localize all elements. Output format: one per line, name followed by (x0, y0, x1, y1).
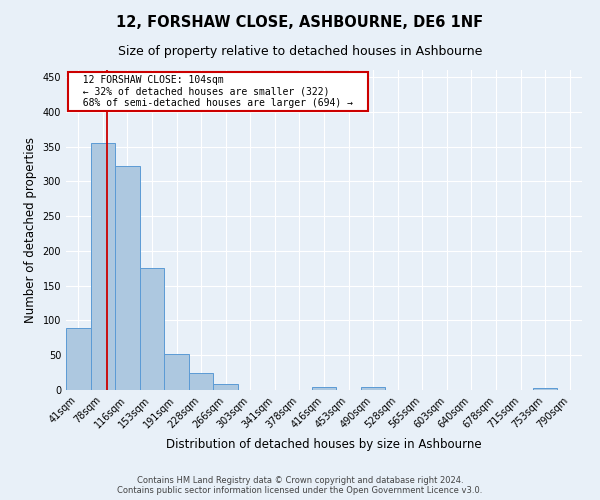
X-axis label: Distribution of detached houses by size in Ashbourne: Distribution of detached houses by size … (166, 438, 482, 451)
Bar (140, 268, 164, 390)
Bar (115, 166, 140, 390)
Text: 12 FORSHAW CLOSE: 104sqm  
  ← 32% of detached houses are smaller (322)  
  68% : 12 FORSHAW CLOSE: 104sqm ← 32% of detach… (71, 75, 365, 108)
Text: 12, FORSHAW CLOSE, ASHBOURNE, DE6 1NF: 12, FORSHAW CLOSE, ASHBOURNE, DE6 1NF (116, 15, 484, 30)
Bar (361, 386, 385, 390)
Bar (312, 387, 336, 390)
Text: Size of property relative to detached houses in Ashbourne: Size of property relative to detached ho… (118, 45, 482, 58)
Bar (164, 354, 189, 390)
Y-axis label: Number of detached properties: Number of detached properties (24, 137, 37, 323)
Text: Contains HM Land Registry data © Crown copyright and database right 2024.
Contai: Contains HM Land Registry data © Crown c… (118, 476, 482, 495)
Bar (214, 384, 238, 390)
Bar (91, 143, 115, 390)
Bar (66, 328, 91, 390)
Bar (189, 372, 214, 390)
Bar (533, 388, 557, 390)
